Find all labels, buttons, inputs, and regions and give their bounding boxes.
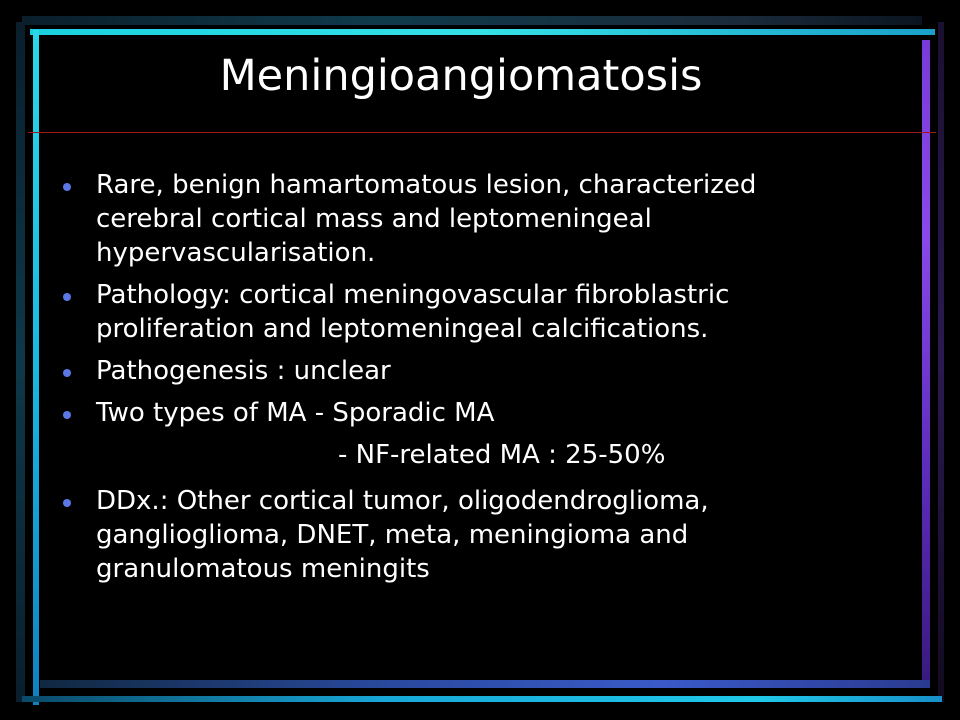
frame-top-cyan-bar: [30, 29, 935, 35]
bullet-item: Rare, benign hamartomatous lesion, chara…: [60, 168, 820, 270]
title-divider: [28, 132, 936, 133]
bullet-dot-icon: [63, 369, 71, 377]
frame-bottom-cyan-bar: [22, 696, 942, 702]
bullet-item: Pathology: cortical meningovascular fibr…: [60, 278, 820, 346]
bullet-subitem: - NF-related MA : 25-50%: [60, 438, 820, 472]
bullet-text: Rare, benign hamartomatous lesion, chara…: [96, 170, 756, 268]
bullet-item: DDx.: Other cortical tumor, oligodendrog…: [60, 484, 820, 586]
bullet-dot-icon: [63, 499, 71, 507]
bullet-text: Pathogenesis : unclear: [96, 356, 391, 386]
frame-top-dark-bar: [22, 16, 922, 25]
bullet-list: Rare, benign hamartomatous lesion, chara…: [60, 168, 820, 594]
bullet-dot-icon: [63, 293, 71, 301]
frame-bottom-blue-bar: [40, 680, 930, 688]
bullet-dot-icon: [63, 411, 71, 419]
bullet-item: Two types of MA - Sporadic MA: [60, 396, 820, 430]
bullet-dot-icon: [63, 183, 71, 191]
bullet-item: Pathogenesis : unclear: [60, 354, 820, 388]
slide-title: Meningioangiomatosis: [0, 48, 922, 104]
bullet-text: DDx.: Other cortical tumor, oligodendrog…: [96, 486, 709, 584]
bullet-text: Two types of MA - Sporadic MA: [96, 398, 494, 428]
bullet-text: - NF-related MA : 25-50%: [338, 440, 665, 470]
frame-right-dark-bar: [938, 22, 944, 702]
frame-left-dark-bar: [16, 22, 25, 702]
bullet-text: Pathology: cortical meningovascular fibr…: [96, 280, 729, 344]
frame-right-purple-bar: [922, 40, 930, 680]
